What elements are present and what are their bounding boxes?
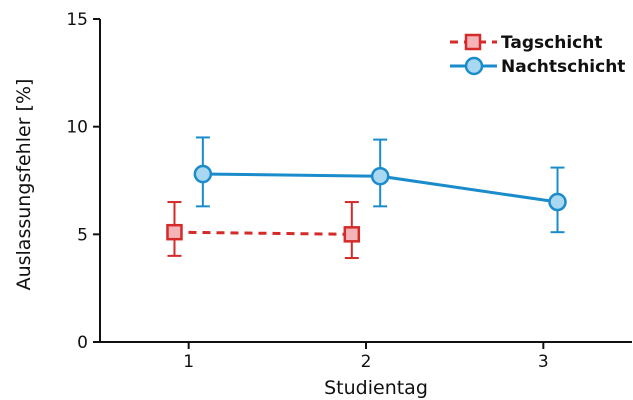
y-axis-title: Auslassungsfehler [%]: [13, 79, 35, 291]
y-tick-label: 0: [77, 333, 88, 353]
y-tick-label: 15: [66, 10, 88, 30]
legend-item: Nachtschicht: [450, 56, 625, 77]
y-ticks: 0 5 10 15: [66, 10, 100, 353]
x-ticks: 1 2 3: [183, 342, 549, 372]
series-tagschicht: [166, 201, 361, 260]
x-tick-label: 2: [361, 352, 372, 372]
data-point: [166, 223, 183, 241]
data-point: [370, 166, 390, 186]
series-nachtschicht: [193, 136, 567, 234]
series-layer: [166, 136, 567, 260]
legend-label: Nachtschicht: [501, 57, 625, 77]
data-point: [193, 164, 213, 184]
legend-label: Tagschicht: [501, 33, 602, 53]
x-tick-label: 1: [183, 352, 194, 372]
legend-marker: [464, 56, 484, 76]
series-line: [174, 230, 352, 236]
y-tick-label: 5: [77, 225, 88, 245]
legend-marker: [464, 33, 482, 51]
legend: Tagschicht Nachtschicht: [450, 33, 625, 77]
data-point: [343, 226, 361, 243]
x-axis-title: Studientag: [324, 377, 428, 399]
x-tick-label: 3: [538, 352, 549, 372]
legend-item: Tagschicht: [450, 33, 602, 53]
data-point: [548, 192, 567, 212]
y-tick-label: 10: [66, 118, 88, 138]
